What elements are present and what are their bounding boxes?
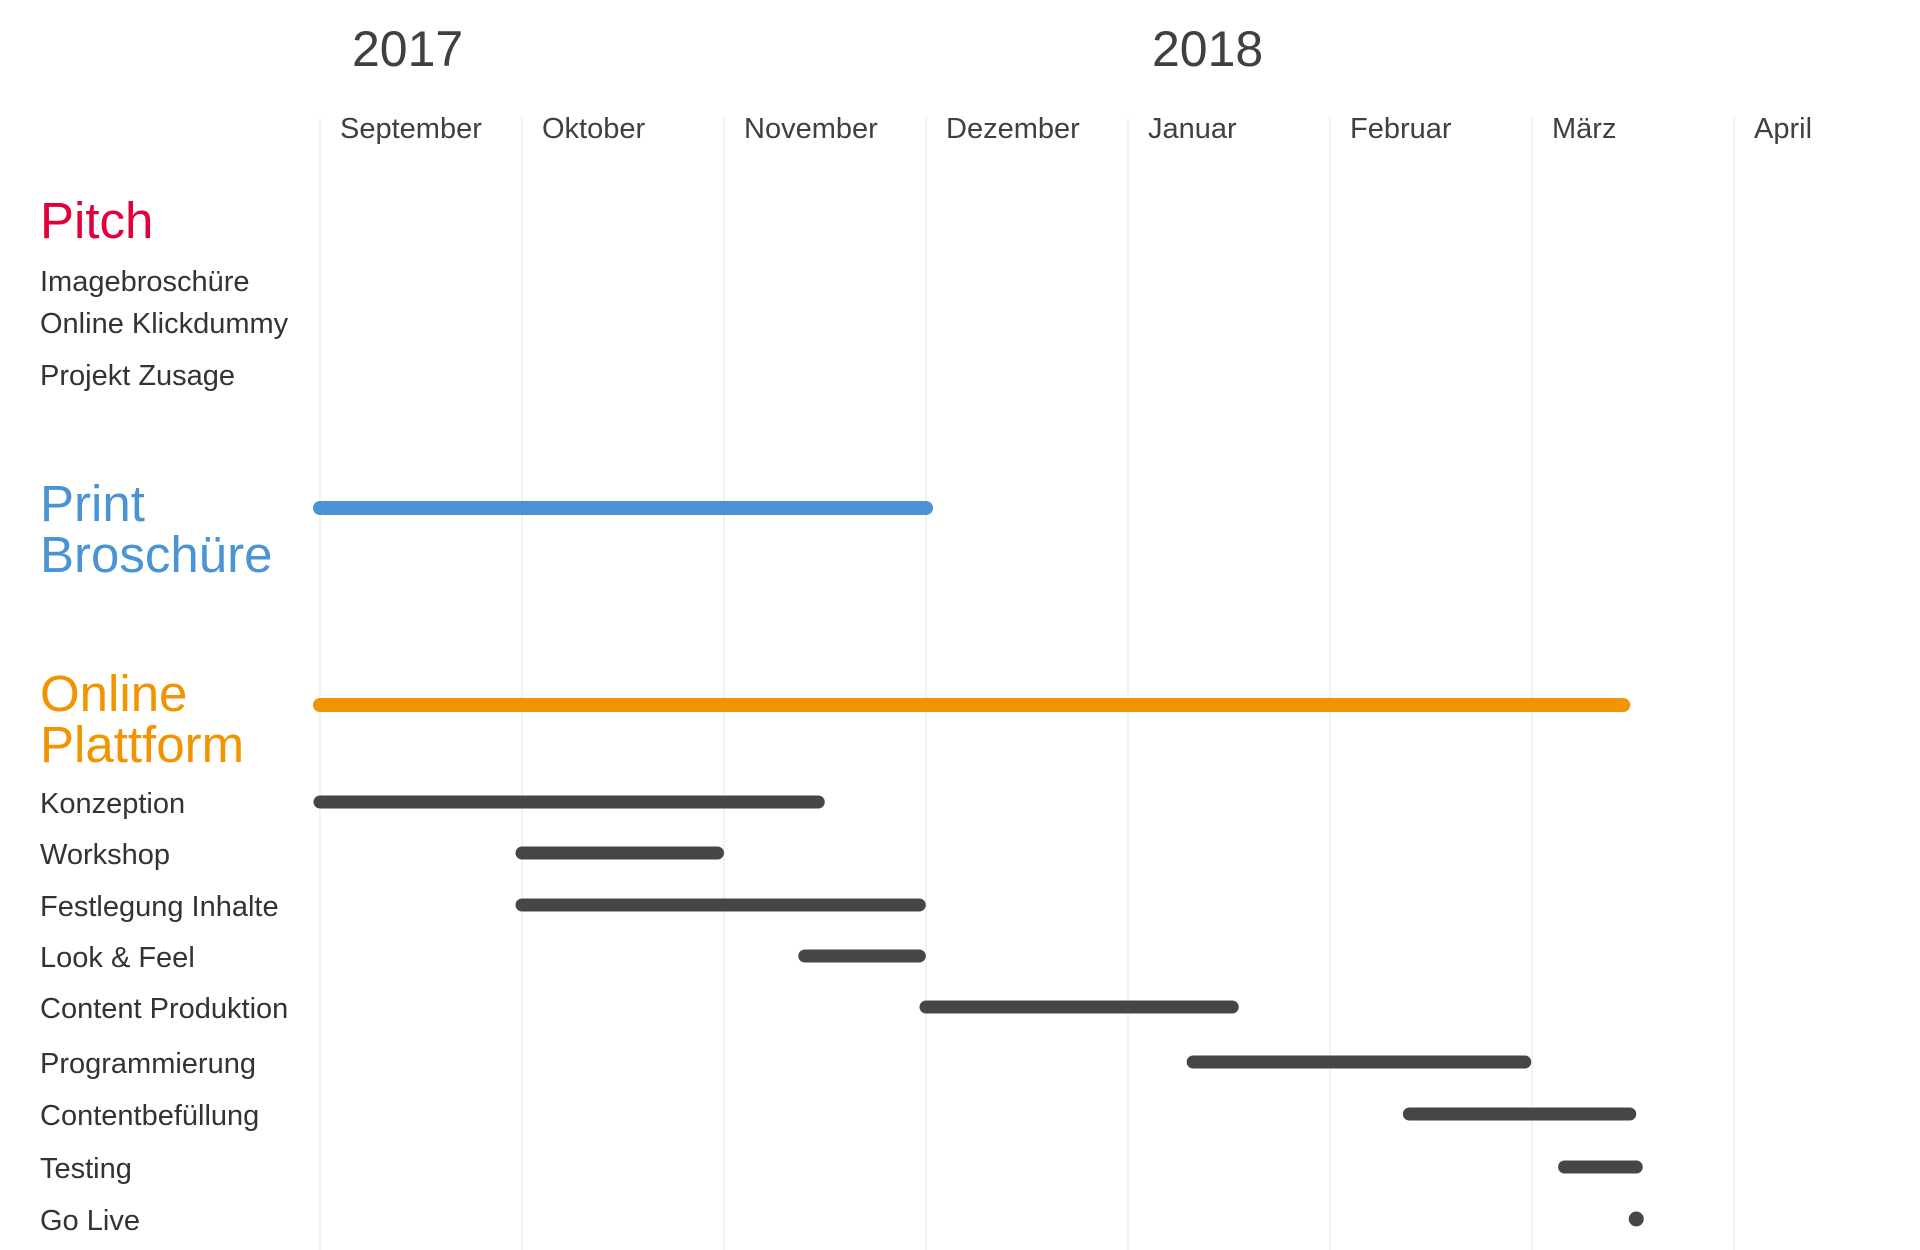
group-title-pitch-line1: Pitch <box>40 192 154 249</box>
year-label-2018: 2018 <box>1152 21 1264 77</box>
task-label: Testing <box>40 1153 132 1185</box>
group-title-printbroschre-line2: Broschüre <box>40 526 273 583</box>
group-title-onlineplattform-line2: Plattform <box>40 716 245 773</box>
task-label: Workshop <box>40 839 171 871</box>
month-label-september: September <box>340 113 482 145</box>
task-label: Content Produktion <box>40 993 289 1025</box>
month-label-januar: Januar <box>1148 113 1237 145</box>
task-label: Look & Feel <box>40 942 195 974</box>
month-label-märz: März <box>1552 113 1617 145</box>
task-label: Festlegung Inhalte <box>40 891 279 923</box>
group-title-onlineplattform-line1: Online <box>40 665 188 722</box>
task-label: Go Live <box>40 1205 140 1237</box>
month-label-april: April <box>1754 113 1813 145</box>
task-bar <box>1628 1211 1644 1227</box>
task-label: Konzeption <box>40 788 186 820</box>
task-label: Programmierung <box>40 1048 256 1080</box>
group-title-printbroschre-line1: Print <box>40 475 145 532</box>
task-label: Imagebroschüre <box>40 266 250 298</box>
task-label: Contentbefüllung <box>40 1100 260 1132</box>
month-label-februar: Februar <box>1350 113 1452 145</box>
month-label-dezember: Dezember <box>946 113 1080 145</box>
year-label-2017: 2017 <box>352 21 464 77</box>
month-label-november: November <box>744 113 878 145</box>
month-label-oktober: Oktober <box>542 113 646 145</box>
task-label: Projekt Zusage <box>40 360 236 392</box>
task-label: Online Klickdummy <box>40 308 289 340</box>
